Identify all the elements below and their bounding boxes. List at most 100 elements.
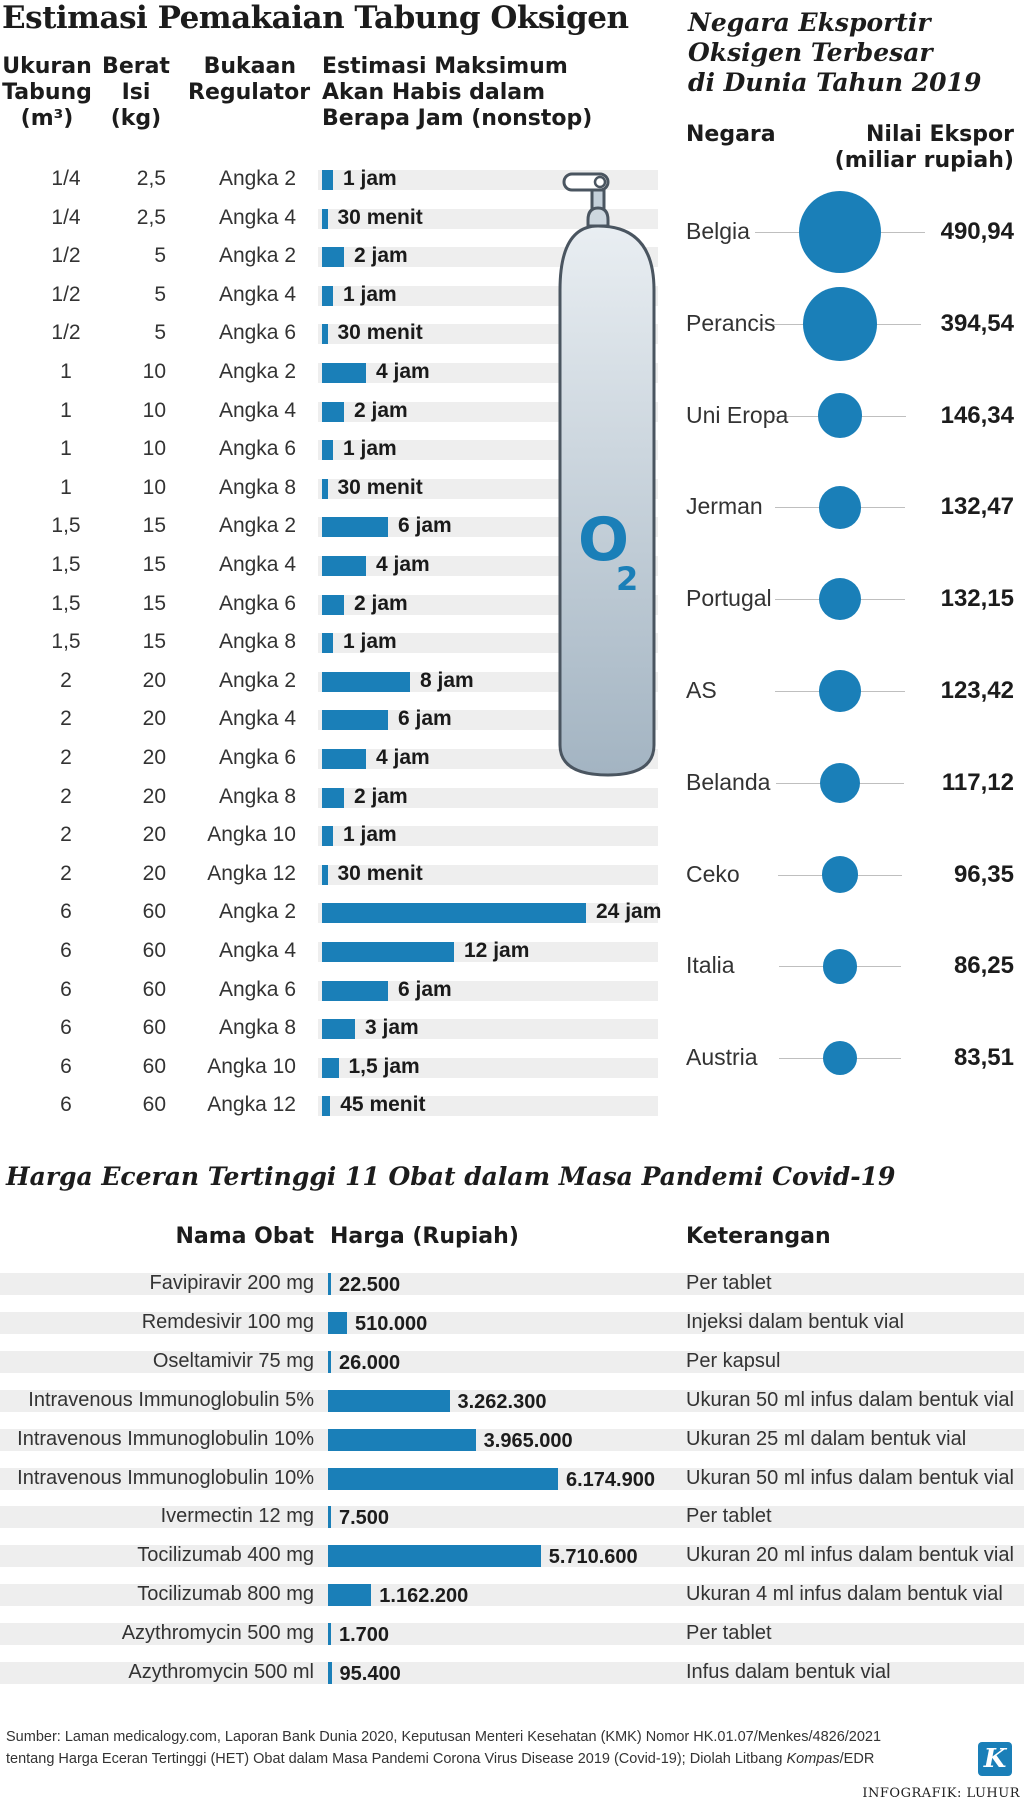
duration-label: 2 jam xyxy=(354,591,408,615)
weight-cell: 20 xyxy=(142,823,166,847)
regulator-cell: Angka 2 xyxy=(218,244,296,268)
duration-label: 30 menit xyxy=(337,205,423,229)
duration-label: 12 jam xyxy=(464,939,530,962)
size-cell: 2 xyxy=(60,668,72,692)
size-cell: 1 xyxy=(60,437,72,461)
size-cell: 6 xyxy=(60,900,72,924)
duration-label: 1,5 jam xyxy=(348,1054,420,1078)
medicine-note: Per tablet xyxy=(686,1272,772,1294)
duration-bar xyxy=(322,363,366,383)
table-row-stripe xyxy=(318,1019,658,1040)
regulator-cell: Angka 12 xyxy=(207,1093,296,1117)
duration-bar xyxy=(322,478,328,499)
medicine-note: Injeksi dalam bentuk vial xyxy=(686,1310,904,1333)
weight-cell: 5 xyxy=(154,321,166,345)
regulator-cell: Angka 2 xyxy=(218,668,296,692)
export-value-label: 132,47 xyxy=(940,493,1014,521)
header-export-value-line2: (miliar rupiah) xyxy=(834,148,1014,173)
price-bar xyxy=(328,1389,450,1412)
duration-label: 4 jam xyxy=(376,360,430,383)
header-medicine-note: Keterangan xyxy=(686,1224,831,1249)
export-value-label: 83,51 xyxy=(953,1044,1014,1072)
size-cell: 6 xyxy=(60,1093,72,1117)
price-bar xyxy=(328,1584,372,1607)
duration-bar xyxy=(322,826,333,847)
size-cell: 2 xyxy=(60,707,72,731)
regulator-cell: Angka 4 xyxy=(218,939,296,962)
size-cell: 6 xyxy=(60,1054,72,1078)
duration-label: 6 jam xyxy=(398,707,452,731)
price-label: 26.000 xyxy=(339,1351,401,1374)
export-bubble xyxy=(818,486,862,529)
weight-cell: 60 xyxy=(142,977,166,1001)
duration-bar xyxy=(322,980,388,1001)
medicine-name: Azythromycin 500 ml xyxy=(128,1661,314,1683)
duration-label: 6 jam xyxy=(398,514,452,538)
weight-cell: 2,5 xyxy=(136,205,166,229)
export-bubble xyxy=(799,191,881,273)
weight-cell: 5 xyxy=(154,282,166,306)
size-cell: 1,5 xyxy=(51,630,81,654)
regulator-cell: Angka 8 xyxy=(218,1016,296,1040)
medicine-name: Ivermectin 12 mg xyxy=(160,1505,314,1528)
table-row-stripe xyxy=(0,1389,1024,1412)
kompas-logo-letter: K xyxy=(983,1744,1007,1774)
exporters-title-line2: Oksigen Terbesar xyxy=(688,38,933,67)
table-row-stripe xyxy=(0,1428,1024,1451)
size-cell: 2 xyxy=(60,861,72,885)
regulator-cell: Angka 6 xyxy=(218,321,296,345)
table-row-stripe xyxy=(318,208,658,229)
duration-label: 24 jam xyxy=(596,900,662,924)
regulator-cell: Angka 2 xyxy=(218,514,296,538)
duration-bar xyxy=(322,1019,355,1040)
country-label: Belanda xyxy=(686,768,771,795)
size-cell: 1/4 xyxy=(51,205,81,229)
exporters-title-line3: di Dunia Tahun 2019 xyxy=(688,68,982,97)
regulator-cell: Angka 10 xyxy=(207,1054,296,1078)
header-medicine-price: Harga (Rupiah) xyxy=(330,1224,519,1249)
table-row-stripe xyxy=(318,1057,658,1078)
export-value-label: 123,42 xyxy=(940,677,1014,704)
duration-label: 6 jam xyxy=(398,977,452,1001)
source-line2-text: tentang Harga Eceran Tertinggi (HET) Oba… xyxy=(6,1751,787,1767)
medicine-note: Ukuran 50 ml infus dalam bentuk vial xyxy=(686,1388,1014,1411)
duration-bar xyxy=(322,903,586,924)
weight-cell: 60 xyxy=(142,1054,166,1078)
header-estimate-line1: Estimasi Maksimum xyxy=(322,54,568,79)
source-end: /EDR xyxy=(839,1751,875,1767)
header-size-line1: Ukuran xyxy=(2,54,92,79)
medicines-title: Harga Eceran Tertinggi 11 Obat dalam Mas… xyxy=(6,1162,896,1191)
table-row-stripe xyxy=(318,826,658,847)
export-bubble xyxy=(819,762,861,803)
export-value-label: 96,35 xyxy=(953,860,1014,888)
duration-label: 2 jam xyxy=(354,784,408,808)
regulator-cell: Angka 6 xyxy=(218,591,296,615)
export-value-label: 146,34 xyxy=(940,401,1014,429)
size-cell: 2 xyxy=(60,746,72,769)
country-label: Perancis xyxy=(686,309,776,336)
tank-o-label: O xyxy=(578,505,629,575)
kompas-logo: K xyxy=(978,1742,1012,1776)
country-label: Belgia xyxy=(686,218,750,244)
regulator-cell: Angka 4 xyxy=(218,282,296,306)
price-label: 95.400 xyxy=(339,1663,401,1685)
table-row-stripe xyxy=(318,980,658,1001)
price-bar xyxy=(328,1506,331,1529)
regulator-cell: Angka 4 xyxy=(218,205,296,229)
medicine-note: Ukuran 4 ml infus dalam bentuk vial xyxy=(686,1583,1003,1606)
country-label: Uni Eropa xyxy=(686,401,789,428)
duration-label: 1 jam xyxy=(343,437,397,461)
size-cell: 1 xyxy=(60,398,72,422)
price-bar xyxy=(328,1623,331,1646)
header-export-value-line1: Nilai Ekspor xyxy=(865,122,1014,147)
table-row-stripe xyxy=(318,1096,658,1117)
size-cell: 1/2 xyxy=(51,282,81,306)
export-bubble xyxy=(821,856,859,893)
weight-cell: 60 xyxy=(142,900,166,924)
weight-cell: 10 xyxy=(142,437,166,461)
regulator-cell: Angka 8 xyxy=(218,475,296,499)
duration-bar xyxy=(322,556,366,576)
regulator-cell: Angka 6 xyxy=(218,977,296,1001)
export-bubble xyxy=(817,393,863,438)
header-estimate-line2: Akan Habis dalam xyxy=(322,80,546,105)
